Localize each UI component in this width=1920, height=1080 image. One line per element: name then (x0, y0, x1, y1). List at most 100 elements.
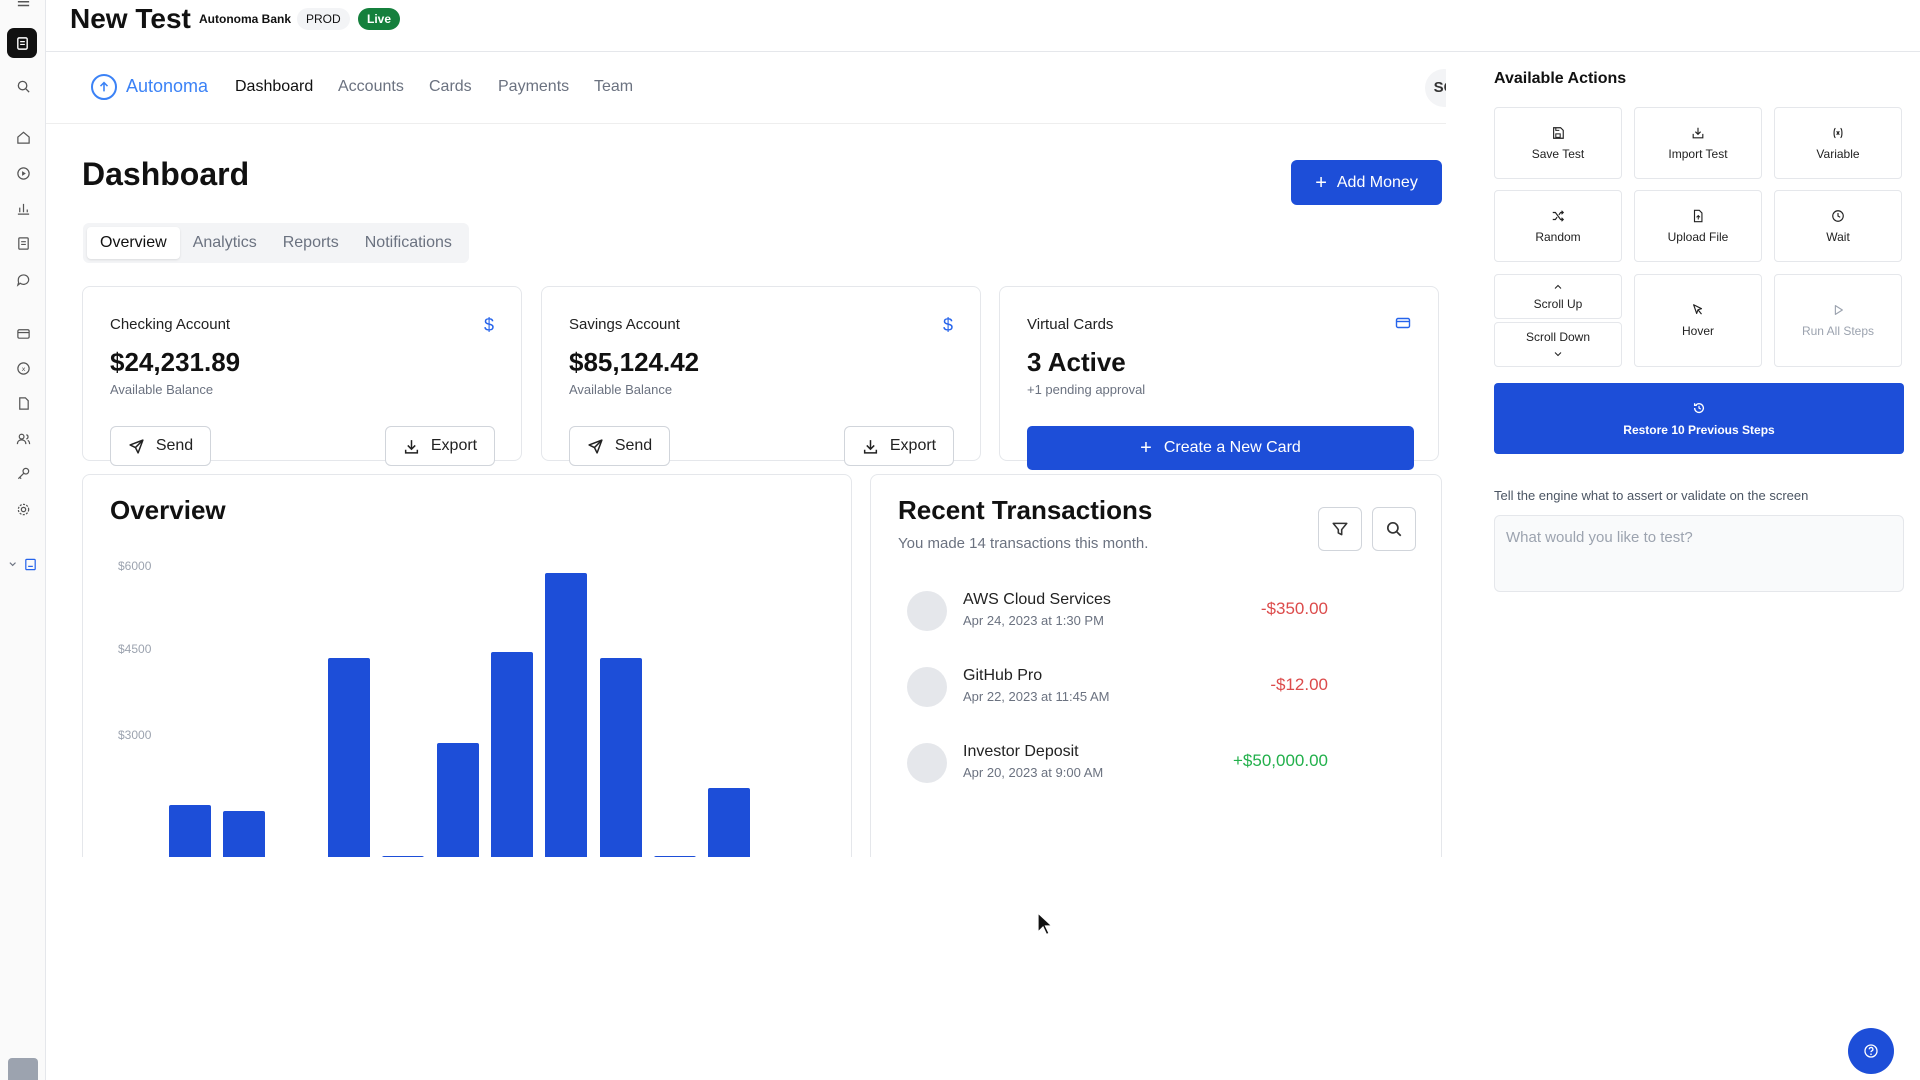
create-card-button[interactable]: + Create a New Card (1027, 426, 1414, 470)
upload-file-button[interactable]: Upload File (1634, 190, 1762, 262)
play-circle-icon[interactable] (12, 162, 34, 184)
overview-title: Overview (110, 495, 226, 525)
card-icon[interactable] (12, 322, 34, 344)
test-header: New Test Autonoma Bank PROD Live (46, 0, 1920, 52)
dashboard-tabs: Overview Analytics Reports Notifications (83, 223, 469, 263)
y-tick-label: $3000 (118, 728, 152, 742)
card-label: Checking Account (110, 316, 231, 333)
test-editor-icon[interactable] (7, 28, 37, 58)
restore-label: Restore 10 Previous Steps (1623, 422, 1775, 437)
transactions-panel: Recent Transactions You made 14 transact… (870, 474, 1442, 857)
import-icon (1692, 127, 1704, 138)
dollar-icon: $ (942, 315, 953, 335)
transaction-amount: -$12.00 (1270, 675, 1328, 694)
nav-cards[interactable]: Cards (429, 78, 472, 95)
tab-reports[interactable]: Reports (282, 234, 339, 251)
mouse-cursor-icon (1037, 912, 1053, 936)
import-test-button[interactable]: Import Test (1634, 107, 1762, 179)
tab-notifications[interactable]: Notifications (364, 234, 452, 251)
card-sublabel: Available Balance (110, 382, 214, 397)
nav-team[interactable]: Team (594, 78, 634, 95)
transaction-name: Investor Deposit (963, 743, 1079, 760)
transaction-row[interactable]: AWS Cloud Services Apr 24, 2023 at 1:30 … (907, 591, 1328, 651)
settings-icon[interactable] (12, 498, 34, 520)
brand-name[interactable]: Autonoma (126, 76, 209, 96)
send-button[interactable]: Send (110, 426, 211, 466)
export-button[interactable]: Export (844, 426, 954, 466)
add-money-label: Add Money (1336, 173, 1418, 191)
restore-steps-button[interactable]: Restore 10 Previous Steps (1494, 383, 1904, 454)
send-icon (129, 438, 144, 454)
brand-logo-icon[interactable] (91, 74, 117, 100)
variable-button[interactable]: Variable (1774, 107, 1902, 179)
home-icon[interactable] (12, 126, 34, 148)
send-icon (588, 438, 603, 454)
send-button[interactable]: Send (569, 426, 670, 466)
play-icon (1834, 305, 1843, 315)
card-sublabel: +1 pending approval (1027, 382, 1146, 397)
merchant-avatar (907, 591, 947, 631)
user-avatar[interactable] (8, 1058, 38, 1080)
tab-overview[interactable]: Overview (87, 227, 180, 259)
action-label: Variable (1816, 146, 1860, 161)
action-label: Upload File (1667, 229, 1729, 244)
merchant-avatar (907, 743, 947, 783)
export-button[interactable]: Export (385, 426, 495, 466)
search-icon (1386, 521, 1402, 537)
filter-button[interactable] (1318, 507, 1362, 551)
chart-bar (169, 805, 211, 857)
svg-text:x: x (21, 364, 25, 372)
users-icon[interactable] (12, 427, 34, 449)
search-icon[interactable] (12, 75, 34, 97)
file-upload-icon (1693, 209, 1703, 222)
actions-title: Available Actions (1494, 70, 1627, 87)
add-money-button[interactable]: + Add Money (1291, 160, 1442, 205)
history-icon (1693, 402, 1705, 413)
save-test-button[interactable]: Save Test (1494, 107, 1622, 179)
card-balance: $24,231.89 (110, 347, 241, 377)
tab-analytics[interactable]: Analytics (192, 234, 257, 251)
chart-bar (545, 572, 587, 857)
transaction-name: AWS Cloud Services (963, 591, 1111, 608)
help-button[interactable] (1848, 1028, 1894, 1074)
transaction-row[interactable]: Investor Deposit Apr 20, 2023 at 9:00 AM… (907, 743, 1328, 803)
checking-account-card: Checking Account $ $24,231.89 Available … (82, 286, 522, 466)
key-icon[interactable] (12, 462, 34, 484)
variable-icon[interactable]: x (12, 357, 34, 379)
nav-dashboard[interactable]: Dashboard (235, 78, 314, 95)
export-label: Export (430, 437, 478, 454)
action-label: Random (1535, 229, 1581, 244)
card-balance: $85,124.42 (569, 347, 700, 377)
chat-icon[interactable] (12, 268, 34, 290)
project-expand-icon[interactable] (7, 553, 39, 575)
menu-icon[interactable] (12, 0, 34, 10)
profile-avatar[interactable]: SC (1425, 69, 1446, 107)
y-tick-label: $6000 (118, 559, 152, 573)
app-navbar: Autonoma Dashboard Accounts Cards Paymen… (46, 52, 1446, 124)
analytics-icon[interactable] (12, 197, 34, 219)
create-card-label: Create a New Card (1163, 439, 1301, 456)
nav-payments[interactable]: Payments (498, 78, 570, 95)
random-button[interactable]: Random (1494, 190, 1622, 262)
file-icon[interactable] (12, 392, 34, 414)
download-icon (404, 439, 418, 454)
scroll-up-button[interactable]: Scroll Up (1494, 274, 1622, 319)
run-all-steps-button[interactable]: Run All Steps (1774, 274, 1902, 367)
scroll-down-button[interactable]: Scroll Down (1494, 322, 1622, 367)
page-title: Dashboard (82, 156, 250, 192)
virtual-cards-card: Virtual Cards 3 Active +1 pending approv… (999, 286, 1439, 470)
document-icon[interactable] (12, 232, 34, 254)
transactions-subtitle: You made 14 transactions this month. (898, 535, 1149, 552)
app-preview: Autonoma Dashboard Accounts Cards Paymen… (46, 52, 1446, 857)
nav-accounts[interactable]: Accounts (338, 78, 404, 95)
plus-icon: + (1315, 171, 1327, 194)
wait-button[interactable]: Wait (1774, 190, 1902, 262)
test-title[interactable]: New Test (70, 3, 191, 34)
transaction-row[interactable]: GitHub Pro Apr 22, 2023 at 11:45 AM -$12… (907, 667, 1328, 727)
assert-prompt-input[interactable] (1494, 515, 1904, 592)
available-actions-panel: Available Actions Save Test Import Test … (1446, 52, 1920, 1080)
hover-button[interactable]: Hover (1634, 274, 1762, 367)
search-transactions-button[interactable] (1372, 507, 1416, 551)
chart-bar (491, 652, 533, 857)
chart-bar (654, 856, 696, 857)
